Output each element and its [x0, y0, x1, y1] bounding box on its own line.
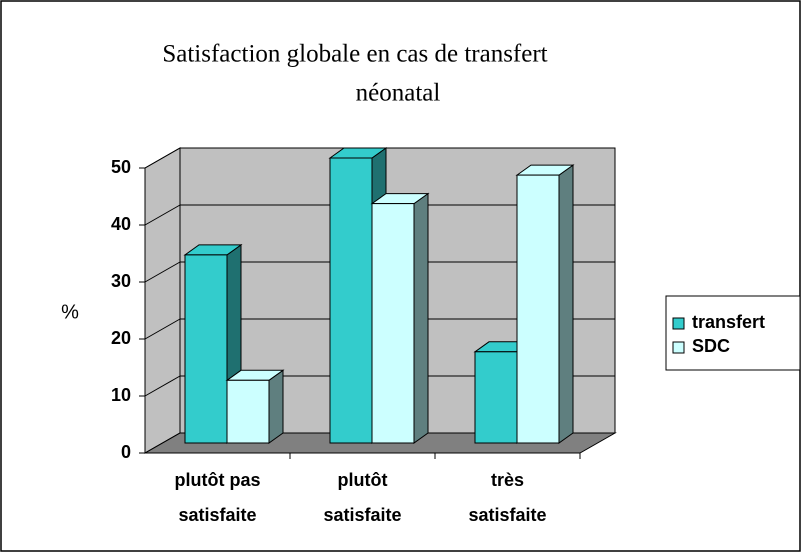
grid-line [144, 147, 181, 169]
bar [370, 192, 430, 444]
bar-side [268, 369, 284, 444]
y-tick-label: 20 [111, 328, 131, 348]
bar-front [516, 174, 560, 444]
bar [515, 164, 575, 444]
grid-line [144, 375, 181, 397]
legend-label: SDC [692, 336, 730, 356]
legend [665, 295, 801, 371]
grid-line [144, 204, 181, 226]
bar-side [558, 164, 574, 444]
x-tick-label: satisfaite [468, 505, 546, 525]
x-tick-label: satisfaite [178, 505, 256, 525]
bar-front [184, 254, 228, 444]
bar-front [474, 351, 518, 444]
grid-line [144, 432, 181, 454]
chart-title: Satisfaction globale en cas de transfert [162, 41, 547, 68]
y-tick-label: 40 [111, 214, 131, 234]
legend-label: transfert [692, 312, 765, 332]
x-tick-label: satisfaite [323, 505, 401, 525]
legend-swatch [672, 317, 685, 330]
bar-front [329, 157, 373, 444]
legend-swatch [672, 341, 685, 354]
grid-line [144, 318, 181, 340]
grid-line [144, 261, 181, 283]
chart-title: néonatal [356, 80, 441, 107]
x-tick-label: très [491, 470, 524, 490]
bar-front [226, 379, 270, 444]
bar-front [371, 203, 415, 444]
bar [225, 369, 285, 444]
x-tick-label: plutôt [338, 470, 388, 490]
y-tick-label: 10 [111, 385, 131, 405]
y-tick-label: 30 [111, 271, 131, 291]
bar-side [413, 192, 429, 444]
x-tick-label: plutôt pas [175, 470, 261, 490]
y-axis-label: % [61, 301, 79, 323]
y-tick-label: 50 [111, 157, 131, 177]
y-tick-label: 0 [121, 442, 131, 462]
side-wall [144, 147, 181, 454]
